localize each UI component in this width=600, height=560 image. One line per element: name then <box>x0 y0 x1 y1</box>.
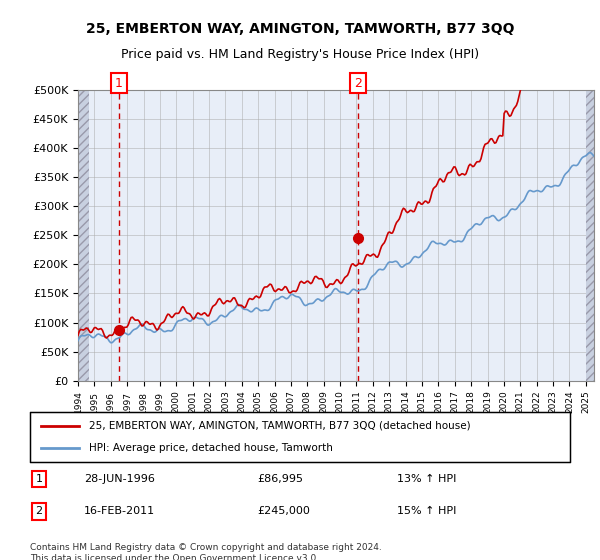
Text: 25, EMBERTON WAY, AMINGTON, TAMWORTH, B77 3QQ (detached house): 25, EMBERTON WAY, AMINGTON, TAMWORTH, B7… <box>89 421 471 431</box>
Text: 13% ↑ HPI: 13% ↑ HPI <box>397 474 457 484</box>
Text: 16-FEB-2011: 16-FEB-2011 <box>84 506 155 516</box>
Text: 2: 2 <box>354 77 362 90</box>
Text: HPI: Average price, detached house, Tamworth: HPI: Average price, detached house, Tamw… <box>89 443 333 453</box>
Text: £86,995: £86,995 <box>257 474 303 484</box>
Bar <box>78 90 89 381</box>
Text: 15% ↑ HPI: 15% ↑ HPI <box>397 506 457 516</box>
Text: 1: 1 <box>115 77 123 90</box>
Text: 1: 1 <box>35 474 43 484</box>
Bar <box>586 90 600 381</box>
Text: 25, EMBERTON WAY, AMINGTON, TAMWORTH, B77 3QQ: 25, EMBERTON WAY, AMINGTON, TAMWORTH, B7… <box>86 22 514 36</box>
Text: 28-JUN-1996: 28-JUN-1996 <box>84 474 155 484</box>
Text: £245,000: £245,000 <box>257 506 310 516</box>
Text: 2: 2 <box>35 506 43 516</box>
Text: Price paid vs. HM Land Registry's House Price Index (HPI): Price paid vs. HM Land Registry's House … <box>121 48 479 60</box>
Text: Contains HM Land Registry data © Crown copyright and database right 2024.
This d: Contains HM Land Registry data © Crown c… <box>30 543 382 560</box>
